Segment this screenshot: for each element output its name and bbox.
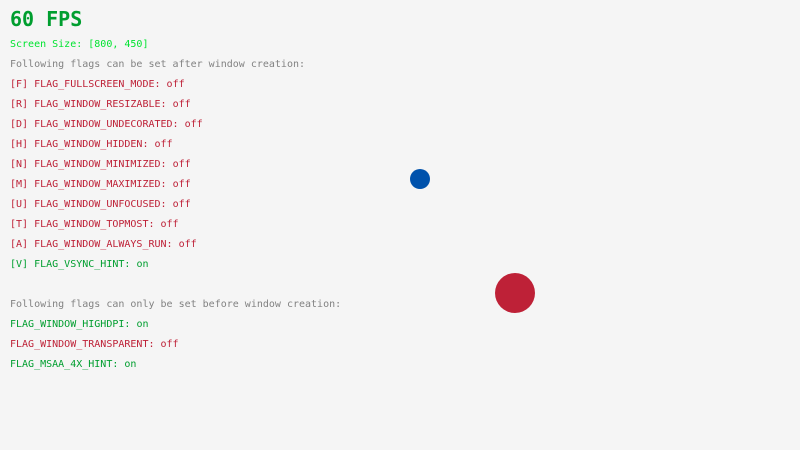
flag-state: off: [154, 139, 173, 150]
flag-label: FLAG_WINDOW_HIGHDPI:: [10, 319, 137, 330]
after-creation-header: Following flags can be set after window …: [10, 59, 306, 70]
flag-label: [T] FLAG_WINDOW_TOPMOST:: [10, 219, 161, 230]
fps-counter: 60 FPS: [10, 7, 83, 31]
flag-row: FLAG_WINDOW_HIGHDPI: on: [10, 320, 148, 330]
before-creation-header: Following flags can only be set before w…: [10, 299, 342, 310]
flag-row: [V] FLAG_VSYNC_HINT: on: [10, 260, 148, 270]
flag-label: [M] FLAG_WINDOW_MAXIMIZED:: [10, 179, 173, 190]
flag-state: off: [172, 199, 191, 210]
flag-label: [F] FLAG_FULLSCREEN_MODE:: [10, 79, 167, 90]
flag-state: off: [172, 99, 191, 110]
flag-row: [R] FLAG_WINDOW_RESIZABLE: off: [10, 100, 191, 110]
flag-label: FLAG_WINDOW_TRANSPARENT:: [10, 339, 161, 350]
flag-label: [V] FLAG_VSYNC_HINT:: [10, 259, 137, 270]
flag-state: on: [124, 359, 137, 370]
flag-state: off: [172, 159, 191, 170]
flag-state: off: [172, 179, 191, 190]
flag-state: off: [178, 239, 197, 250]
flag-state: off: [160, 339, 179, 350]
small-ball: [410, 169, 430, 189]
flag-label: [D] FLAG_WINDOW_UNDECORATED:: [10, 119, 185, 130]
flag-row: [D] FLAG_WINDOW_UNDECORATED: off: [10, 120, 203, 130]
flag-label: [U] FLAG_WINDOW_UNFOCUSED:: [10, 199, 173, 210]
flag-row: [N] FLAG_WINDOW_MINIMIZED: off: [10, 160, 191, 170]
flag-row: [H] FLAG_WINDOW_HIDDEN: off: [10, 140, 173, 150]
flag-row: FLAG_MSAA_4X_HINT: on: [10, 360, 136, 370]
flag-row: [A] FLAG_WINDOW_ALWAYS_RUN: off: [10, 240, 197, 250]
flag-label: [H] FLAG_WINDOW_HIDDEN:: [10, 139, 155, 150]
flag-row: [M] FLAG_WINDOW_MAXIMIZED: off: [10, 180, 191, 190]
flag-row: [T] FLAG_WINDOW_TOPMOST: off: [10, 220, 179, 230]
large-ball: [495, 273, 535, 313]
flag-label: [N] FLAG_WINDOW_MINIMIZED:: [10, 159, 173, 170]
flag-row: [F] FLAG_FULLSCREEN_MODE: off: [10, 80, 185, 90]
flag-state: off: [166, 79, 185, 90]
flag-label: [A] FLAG_WINDOW_ALWAYS_RUN:: [10, 239, 179, 250]
flag-state: on: [136, 319, 149, 330]
screen-size-label: Screen Size: [800, 450]: [10, 39, 149, 50]
flag-state: off: [184, 119, 203, 130]
flag-state: on: [136, 259, 149, 270]
flag-label: FLAG_MSAA_4X_HINT:: [10, 359, 125, 370]
flag-row: FLAG_WINDOW_TRANSPARENT: off: [10, 340, 179, 350]
flag-label: [R] FLAG_WINDOW_RESIZABLE:: [10, 99, 173, 110]
flag-state: off: [160, 219, 179, 230]
flag-row: [U] FLAG_WINDOW_UNFOCUSED: off: [10, 200, 191, 210]
